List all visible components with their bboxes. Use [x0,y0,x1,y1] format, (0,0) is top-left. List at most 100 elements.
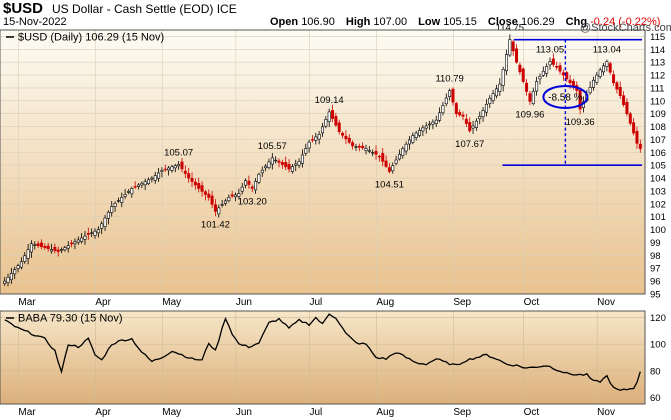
candle-body [120,197,124,203]
close-value: 106.29 [520,16,555,28]
ohlc-readout: Open 106.90 High 107.00 Low 105.15 Close… [270,16,660,28]
candle-body [160,170,164,172]
candle-body [86,233,90,235]
candle-body [197,183,201,189]
candle-body [19,261,23,268]
y-tick-label: 106 [650,148,666,159]
candle-body [43,246,47,248]
candle-body [561,72,565,76]
chart-date: 15-Nov-2022 [3,16,67,28]
candle-body [70,242,74,245]
price-label: 109.96 [515,109,544,120]
candle-body [136,184,140,188]
chg-label: Chg [565,16,588,28]
candle-body [615,82,619,90]
exchange-text: ICE [216,2,237,16]
candle-body [36,243,40,247]
candle-body [451,88,455,103]
candle-body [518,64,522,73]
candle-body [247,180,251,185]
drop-ellipse [542,84,589,109]
candle-body [528,93,532,102]
candle-body [50,249,54,252]
candle-body [401,148,405,157]
candle-body [90,232,94,234]
y-tick-label: 80 [650,366,661,377]
candle-body [515,48,519,63]
y-tick-label: 100 [650,225,666,236]
candle-body [66,245,70,249]
candle-body [464,118,468,124]
price-label: 114.75 [496,23,524,34]
open-value: 106.90 [301,16,335,28]
candle-body [103,217,107,227]
x-tick-label: Jun [236,297,252,308]
candle-body [173,165,177,169]
lower-panel-border [0,310,646,405]
candle-body [454,103,458,115]
candle-body [488,97,492,105]
candle-body [394,159,398,164]
candle-body [234,194,238,198]
lower-panel-bg [0,311,645,404]
candle-body [618,86,622,96]
candle-body [33,244,37,246]
open-label: Open [270,16,299,28]
candle-body [357,145,361,148]
candle-body [598,69,602,77]
x-tick-label: Oct [524,297,540,308]
candle-body [565,72,569,80]
y-tick-label: 101 [650,212,666,223]
y-tick-label: 115 [650,32,665,43]
y-tick-label: 97 [650,264,661,275]
candle-body [481,109,485,118]
candle-body [126,191,130,193]
x-tick-label: May [162,407,181,418]
price-label: 105.07 [164,147,193,158]
candle-body [200,185,204,192]
candle-body [608,63,612,73]
candle-body [277,160,281,163]
candle-body [300,154,304,164]
candle-body [100,223,104,229]
candle-body [310,139,314,141]
candle-body [187,173,191,179]
candle-body [294,163,298,166]
candle-body [531,91,535,105]
watermark: @StockCharts.com [580,22,671,34]
candle-body [260,169,264,174]
y-tick-label: 104 [650,174,666,185]
candle-body [177,164,181,167]
y-tick-label: 108 [650,122,666,133]
y-tick-label: 102 [650,199,666,210]
main-legend: $USD (Daily) 106.29 (15 Nov) [18,32,164,44]
candle-body [478,115,482,120]
x-tick-label: Jul [309,407,322,418]
candle-body [324,119,328,127]
candle-body [284,162,288,168]
candle-body [213,204,217,212]
y-tick-label: 95 [650,290,661,301]
candle-body [441,105,445,114]
y-tick-label: 60 [650,393,661,404]
candle-body [494,88,498,97]
high-value: 107.00 [373,16,408,28]
candle-body [274,159,278,162]
candle-body [76,239,80,243]
candle-body [220,204,224,206]
candle-body [193,181,197,186]
candle-body [223,200,227,204]
y-tick-label: 100 [650,340,666,351]
candle-body [448,90,452,98]
y-tick-label: 110 [650,96,665,107]
y-tick-label: 114 [650,45,665,56]
candle-body [257,173,261,183]
candle-body [545,66,549,74]
candle-body [424,125,428,129]
candle-body [374,151,378,155]
candle-body [337,122,341,133]
candle-body [538,76,542,80]
candle-body [508,39,512,56]
price-label: 110.79 [435,74,463,85]
